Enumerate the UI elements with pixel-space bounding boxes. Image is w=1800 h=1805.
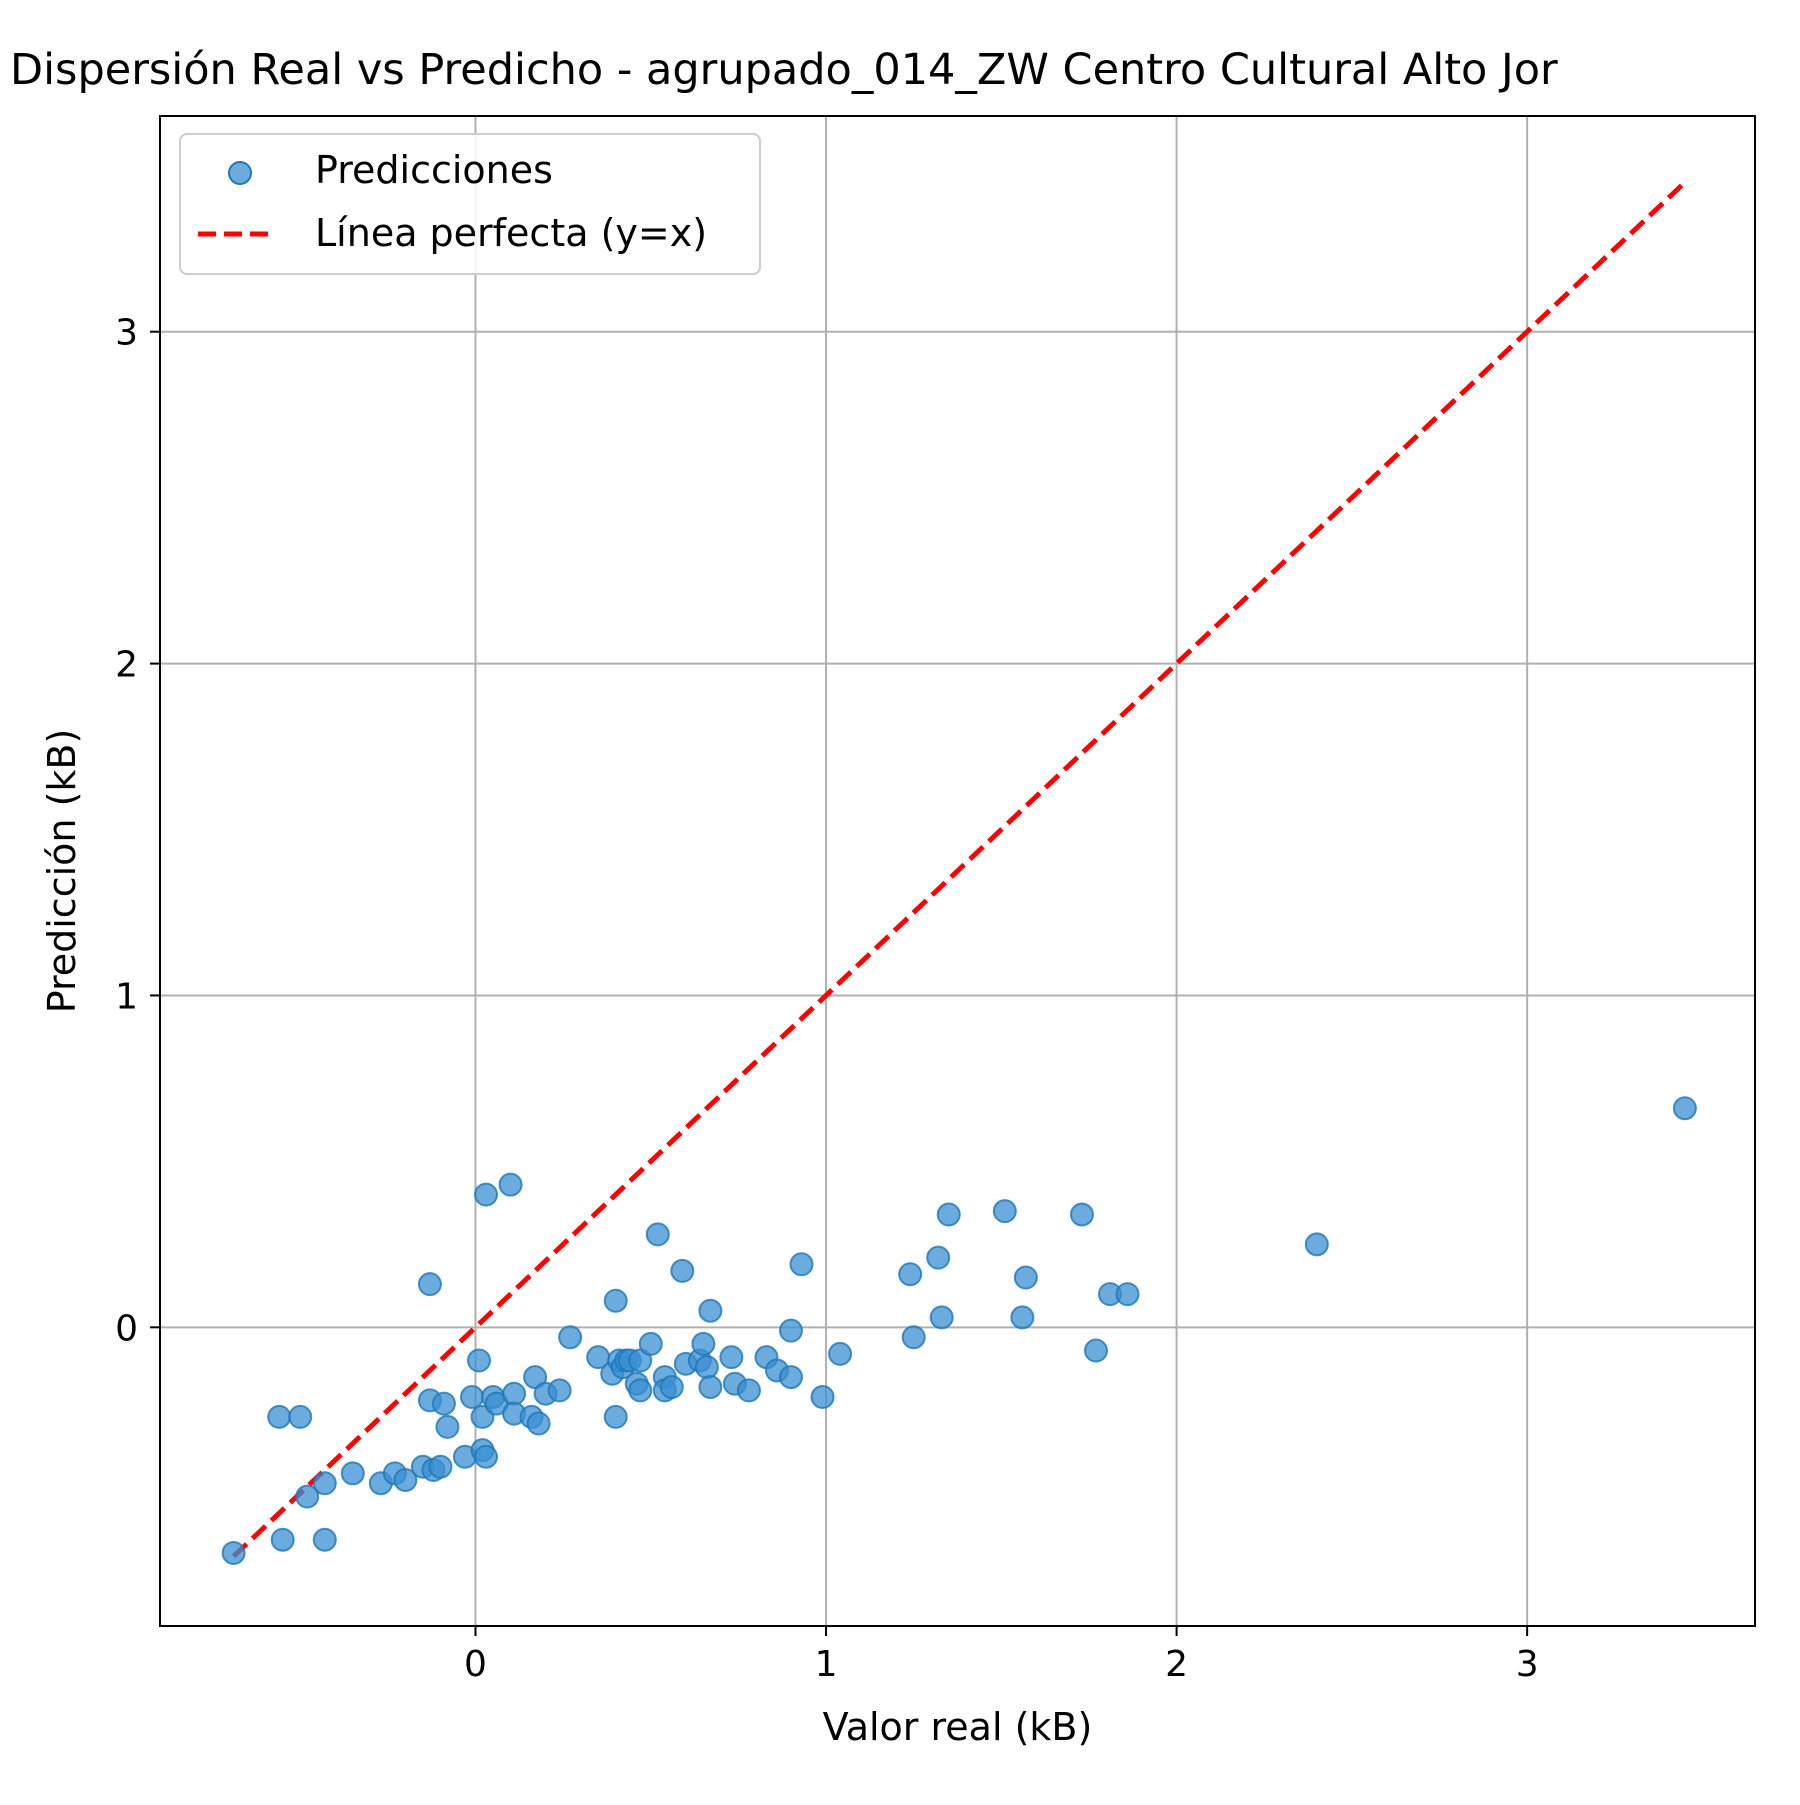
scatter-point [340,1461,365,1486]
scatter-point [828,1341,853,1366]
x-tick-label: 0 [464,1644,487,1685]
x-axis-label: Valor real (kB) [823,1705,1093,1749]
legend-marker-predicciones [228,161,252,185]
y-tick-label: 2 [115,645,138,686]
scatter-point [603,1404,628,1429]
scatter-point [736,1378,761,1403]
ticks: 0 1 2 3 0 1 2 3 [115,313,1539,1685]
scatter-point [645,1222,670,1247]
scatter-point [467,1348,491,1373]
scatter-point [929,1305,954,1330]
scatter-point [628,1378,653,1403]
scatter-point [694,1355,719,1380]
scatter-point [221,1540,246,1565]
grid [160,116,1755,1626]
scatter-point [1013,1265,1038,1290]
scatter-point [1115,1282,1140,1307]
scatter-point [1010,1305,1035,1330]
scatter-point [1083,1338,1108,1363]
points-layer [221,1096,1697,1565]
scatter-point [698,1375,723,1400]
scatter-point [498,1172,523,1197]
scatter-point [670,1258,695,1283]
scatter-point [312,1527,337,1552]
scatter-point [1304,1232,1329,1257]
scatter-point [459,1385,484,1410]
perfect-line-layer [231,180,1687,1559]
scatter-point [547,1378,572,1403]
chart-title: Dispersión Real vs Predicho - agrupado_0… [10,45,1558,95]
scatter-point [502,1381,527,1406]
scatter-point [1672,1096,1697,1121]
scatter-point [1069,1202,1094,1227]
scatter-point [267,1404,292,1429]
scatter-point [526,1411,551,1436]
scatter-point [603,1288,628,1313]
scatter-point [789,1252,814,1277]
scatter-point [417,1272,442,1297]
scatter-point [691,1331,716,1356]
y-tick-label: 0 [115,1308,138,1349]
y-tick-label: 1 [115,976,138,1017]
legend-label-perfect-line: Línea perfecta (y=x) [315,211,707,255]
legend-box [179,133,761,275]
scatter-point [698,1298,723,1323]
scatter-point [659,1375,684,1400]
scatter-point [312,1471,337,1496]
scatter-point [778,1318,803,1343]
scatter-point [926,1245,951,1270]
scatter-point [270,1527,295,1552]
scatter-point [719,1345,744,1370]
x-tick-label: 3 [1516,1644,1539,1685]
scatter-point [778,1365,803,1390]
scatter-point [901,1325,926,1350]
y-tick-label: 3 [115,313,138,354]
legend-label-predicciones: Predicciones [315,148,553,192]
scatter-point [936,1202,961,1227]
y-axis-label: Predicción (kB) [40,729,84,1014]
scatter-point [431,1391,456,1416]
scatter-point [474,1444,499,1469]
scatter-point [810,1385,835,1410]
scatter-point [428,1454,453,1479]
scatter-point [638,1331,663,1356]
x-tick-label: 1 [815,1644,838,1685]
scatter-point [295,1484,320,1509]
scatter-point [992,1199,1017,1224]
scatter-point [435,1414,460,1439]
scatter-point [393,1467,418,1492]
scatter-point [558,1325,583,1350]
scatter-point [474,1182,499,1207]
legend: Predicciones Línea perfecta (y=x) [179,133,761,275]
x-tick-label: 2 [1165,1644,1188,1685]
perfect-line [231,180,1687,1559]
scatter-point [288,1404,313,1429]
scatter-point [898,1262,923,1287]
plot-frame [159,115,1756,1627]
